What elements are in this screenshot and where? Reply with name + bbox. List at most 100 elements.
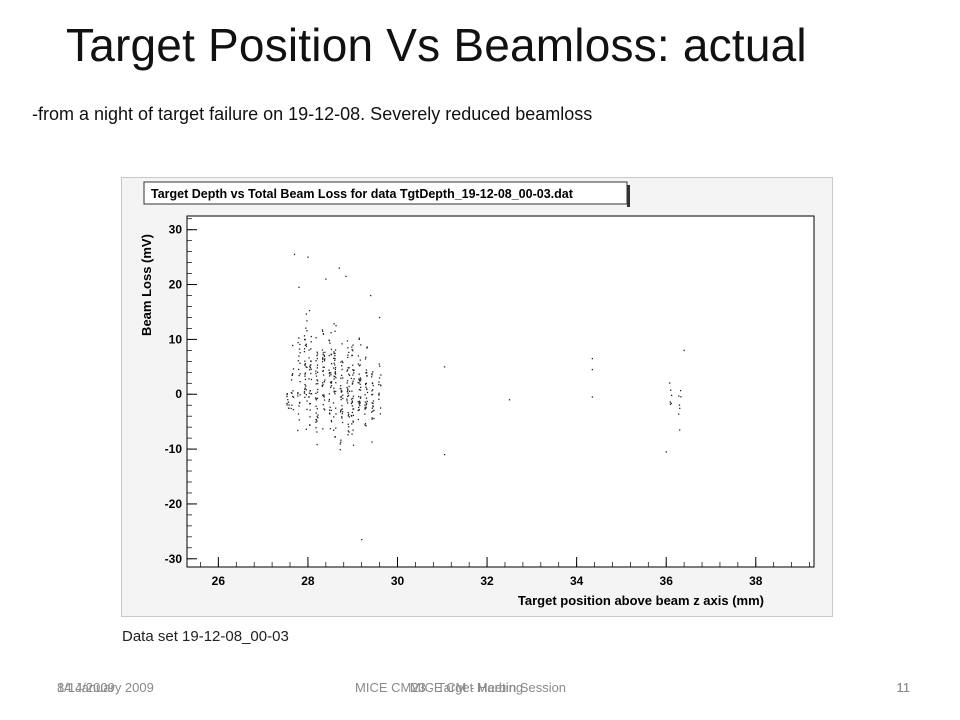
scatter-point (591, 357, 594, 360)
scatter-point (371, 393, 374, 396)
scatter-point (379, 365, 381, 367)
x-tick-label: 32 (480, 574, 494, 588)
scatter-point (304, 372, 307, 374)
scatter-point (357, 401, 359, 403)
footer-event: MICE CM23 - Target Meeting (355, 680, 524, 695)
y-tick-label: -10 (165, 442, 183, 456)
scatter-point (372, 400, 375, 402)
scatter-point (292, 390, 294, 392)
scatter-point (315, 427, 317, 429)
scatter-point (304, 373, 306, 375)
scatter-point (365, 403, 368, 406)
scatter-point (339, 411, 342, 413)
scatter-point (309, 367, 312, 369)
scatter-point (333, 323, 335, 325)
scatter-point (304, 364, 306, 366)
chart-title-shadow (627, 185, 630, 207)
scatter-point (347, 356, 349, 359)
scatter-point (346, 370, 348, 372)
scatter-point (334, 373, 337, 375)
scatter-point (322, 358, 324, 360)
scatter-point (316, 431, 318, 433)
scatter-point (352, 374, 354, 376)
scatter-point (308, 392, 311, 394)
scatter-point (322, 428, 324, 430)
scatter-point (670, 389, 672, 391)
scatter-point (379, 407, 382, 409)
scatter-point (378, 381, 380, 383)
scatter-point (317, 417, 319, 419)
scatter-point (298, 286, 300, 288)
scatter-point (334, 355, 336, 357)
scatter-point (358, 382, 360, 384)
scatter-point (339, 448, 341, 451)
scatter-point (322, 333, 325, 335)
scatter-point (340, 374, 343, 377)
scatter-point (371, 411, 373, 413)
scatter-point (333, 416, 335, 418)
scatter-point (352, 364, 354, 366)
scatter-point (342, 394, 344, 396)
scatter-point (330, 374, 332, 376)
scatter-point (334, 357, 336, 360)
scatter-point (334, 352, 336, 355)
scatter-point (323, 381, 326, 383)
scatter-point (298, 405, 300, 407)
scatter-point (305, 394, 307, 396)
scatter-point (321, 349, 324, 351)
scatter-point (341, 405, 343, 407)
scatter-point (348, 373, 350, 375)
scatter-point (315, 398, 317, 400)
scatter-point (371, 374, 373, 376)
scatter-point (347, 430, 349, 432)
scatter-point (341, 343, 343, 345)
scatter-point (365, 386, 367, 388)
scatter-point (308, 309, 311, 312)
scatter-point (347, 392, 349, 395)
scatter-point (347, 388, 349, 390)
scatter-point (352, 429, 354, 431)
scatter-point (304, 383, 306, 386)
scatter-point (286, 395, 288, 398)
scatter-point (310, 368, 312, 370)
scatter-point (371, 394, 373, 396)
scatter-point (308, 349, 310, 351)
scatter-point (298, 419, 300, 421)
scatter-point (357, 381, 359, 384)
scatter-point (679, 389, 682, 392)
scatter-point (299, 380, 301, 383)
x-axis-label: Target position above beam z axis (mm) (518, 593, 764, 608)
scatter-point (371, 382, 373, 384)
scatter-point (352, 382, 354, 384)
scatter-point (308, 369, 311, 371)
scatter-point (304, 339, 306, 341)
scatter-point (329, 406, 331, 408)
scatter-point (352, 420, 354, 422)
scatter-point (358, 400, 360, 402)
scatter-point (358, 403, 360, 405)
scatter-point (334, 330, 336, 332)
scatter-point (341, 413, 343, 415)
scatter-point (310, 341, 312, 343)
scatter-point (358, 373, 360, 375)
scatter-point (288, 404, 290, 406)
scatter-point (364, 424, 366, 426)
y-tick-label: -30 (165, 552, 183, 566)
scatter-point (334, 359, 336, 361)
scatter-point (316, 351, 318, 353)
scatter-point (315, 392, 317, 395)
scatter-point (351, 433, 353, 435)
footer-date: 8/14/2009 (57, 680, 115, 695)
scatter-point (371, 407, 374, 409)
scatter-point (322, 352, 324, 354)
scatter-point (340, 396, 342, 399)
scatter-point (306, 366, 308, 369)
scatter-point (309, 424, 311, 426)
scatter-point (669, 403, 672, 405)
scatter-point (330, 386, 332, 388)
scatter-point (346, 340, 349, 342)
scatter-point (287, 398, 289, 401)
scatter-point (372, 402, 374, 405)
scatter-point (591, 368, 594, 371)
scatter-point (679, 429, 681, 431)
